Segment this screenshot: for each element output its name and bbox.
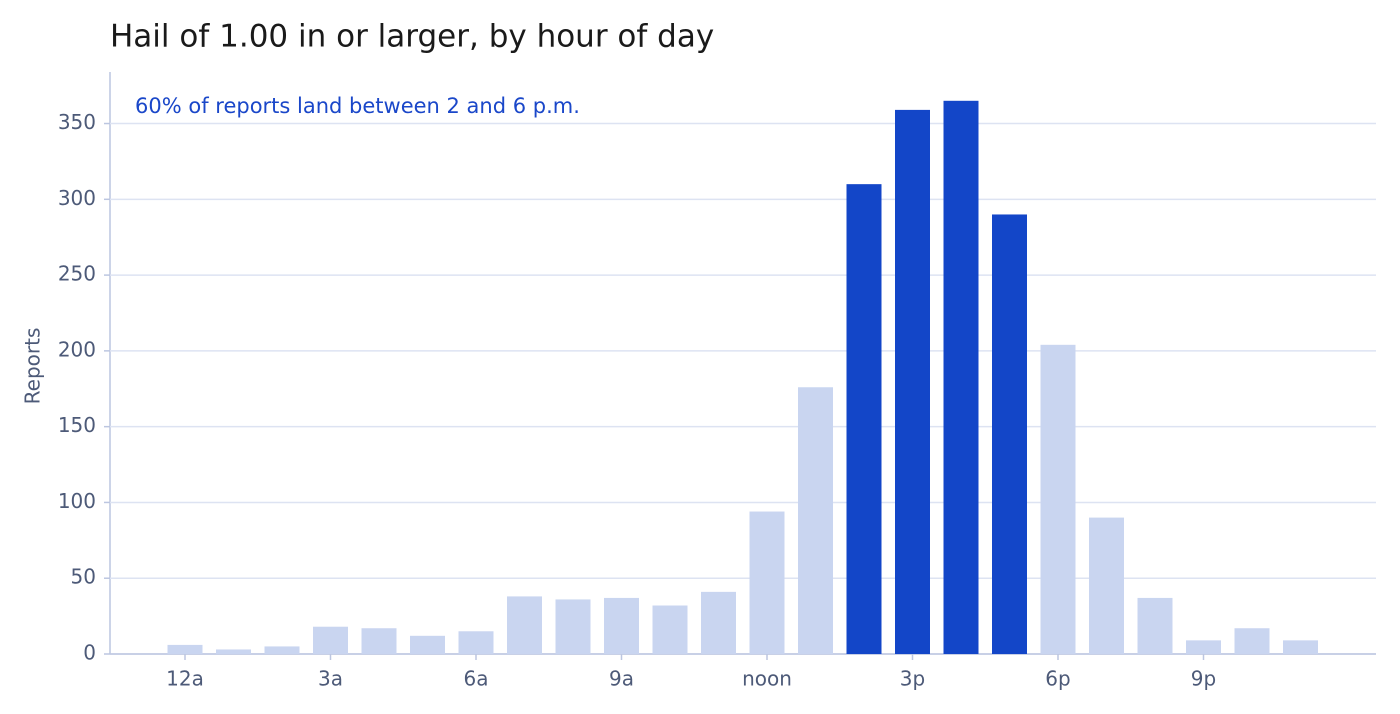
bar: [604, 597, 639, 654]
y-tick-label: 50: [71, 565, 96, 589]
y-axis-label: Reports: [21, 328, 45, 405]
y-tick-label: 250: [58, 262, 96, 286]
bar: [1234, 628, 1270, 654]
chart-title: Hail of 1.00 in or larger, by hour of da…: [110, 19, 714, 55]
bar: [1040, 344, 1076, 654]
x-tick-label: 6p: [1045, 667, 1070, 691]
bar: [410, 635, 445, 654]
bar: [1137, 597, 1173, 654]
bar: [361, 628, 397, 654]
x-tick-label: 12a: [166, 667, 204, 691]
x-tick-label: 3a: [318, 667, 343, 691]
y-tick-label: 300: [58, 186, 96, 210]
bar: [943, 100, 979, 654]
bar: [507, 596, 542, 654]
bar: [264, 646, 300, 654]
bar: [846, 184, 882, 654]
bar: [167, 644, 203, 654]
x-tick-label: 3p: [900, 667, 925, 691]
bar: [1186, 640, 1221, 654]
bar: [458, 631, 494, 654]
x-tick-label: 9a: [609, 667, 634, 691]
bar: [992, 214, 1027, 654]
bar: [555, 599, 591, 654]
bar: [313, 626, 348, 654]
y-tick-label: 200: [58, 337, 96, 361]
bar: [216, 649, 251, 654]
y-tick-label: 150: [58, 413, 96, 437]
bar: [701, 591, 736, 654]
bar: [1283, 640, 1318, 654]
bar: [652, 605, 688, 654]
bar: [895, 109, 930, 654]
bar: [798, 387, 833, 654]
x-tick-label: 6a: [464, 667, 489, 691]
bar: [1089, 517, 1124, 654]
x-tick-label: 9p: [1191, 667, 1216, 691]
x-tick-label: noon: [742, 667, 792, 691]
y-tick-label: 100: [58, 489, 96, 513]
y-tick-label: 350: [58, 110, 96, 134]
annotation: 60% of reports land between 2 and 6 p.m.: [135, 94, 580, 118]
y-tick-label: 0: [83, 641, 96, 665]
bar: [749, 511, 785, 654]
